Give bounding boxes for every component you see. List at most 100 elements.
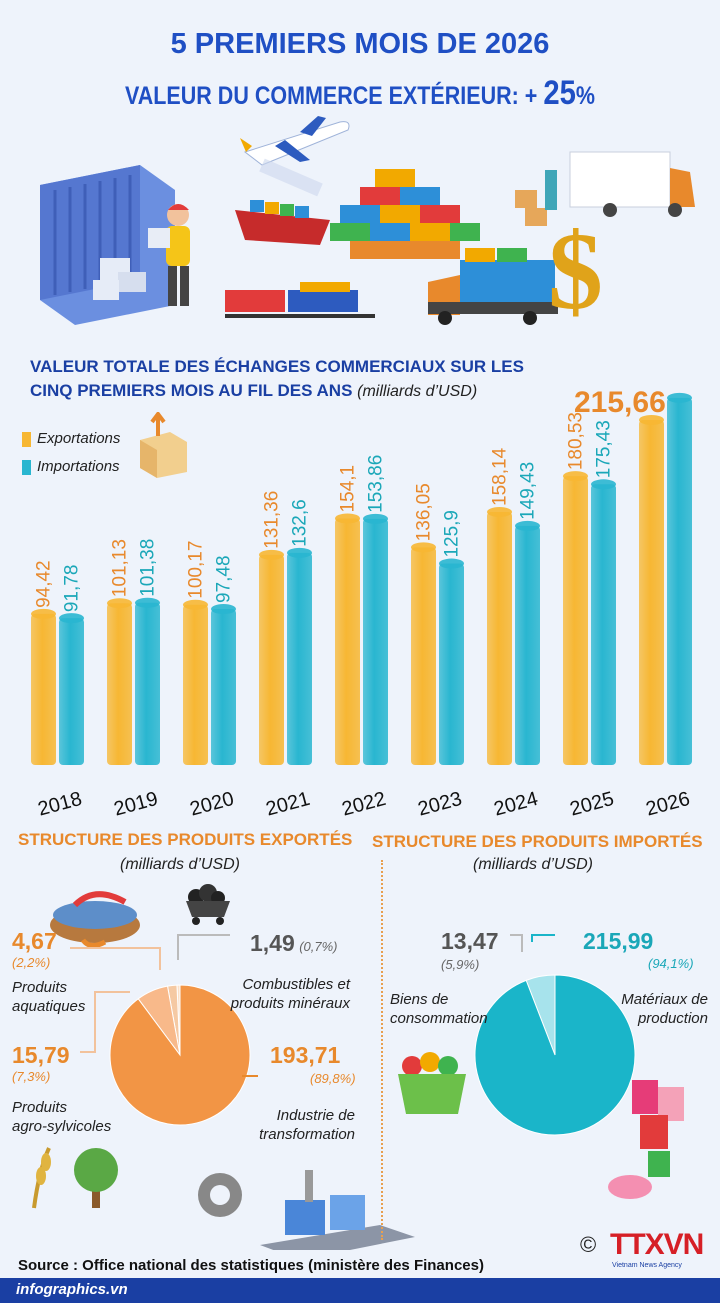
material-value: 215,99 [583, 928, 654, 954]
subtitle-suffix: % [575, 82, 595, 110]
fuel-label-line1: Combustibles et [242, 976, 350, 993]
x-tick-2019: 2019 [112, 788, 161, 821]
x-tick-2022: 2022 [340, 788, 389, 821]
material-label-line1: Matériaux de [621, 991, 708, 1008]
bar-cap-imports-2026 [667, 392, 692, 403]
bar-cap-imports-2019 [135, 597, 160, 608]
bar-exports-2025 [563, 476, 588, 765]
agro-pct: (7,3%) [12, 1069, 51, 1084]
factory-icon [198, 1170, 415, 1250]
delivery-truck-icon [515, 151, 695, 226]
sewing-supplies-icon [608, 1080, 684, 1199]
bar-cap-exports-2023 [411, 542, 436, 553]
bar-exports-2019 [107, 603, 132, 765]
x-tick-2023: 2023 [416, 788, 465, 821]
trade-illustration: $ [40, 116, 695, 332]
consumer-pct: (5,9%) [441, 957, 480, 972]
legend-swatch-exports [22, 431, 31, 447]
bar-exports-2022 [335, 518, 360, 765]
bar-chart-unit: (milliards d’USD) [357, 383, 478, 400]
bar-exports-2023 [411, 547, 436, 765]
aquatic-pct: (2,2%) [12, 955, 51, 970]
data-label-imports-2023: 125,9 [442, 510, 463, 558]
bar-cap-exports-2021 [259, 549, 284, 560]
bar-cap-imports-2024 [515, 520, 540, 531]
agro-label-line2: agro-sylvicoles [12, 1118, 112, 1135]
data-label-exports-2024: 158,14 [490, 447, 511, 506]
bar-cap-exports-2025 [563, 471, 588, 482]
data-label-imports-2024: 149,43 [518, 462, 539, 520]
ttxvn-logo: TTXVN [610, 1228, 704, 1261]
data-label-exports-2021: 131,36 [262, 491, 283, 549]
x-tick-2026: 2026 [644, 788, 693, 821]
ship-icon [235, 200, 330, 245]
bar-imports-2021 [287, 552, 312, 765]
consumer-value: 13,47 [441, 928, 499, 954]
agro-label: Produits agro-sylvicoles [12, 1098, 111, 1136]
bar-chart: 94,42 91,78 2018 101,13 101,38 2019 100,17 97,4… [31, 340, 693, 821]
import-pie-unit: (milliards d’USD) [473, 856, 594, 873]
consumer-label-line1: Biens de [390, 991, 449, 1008]
box-icon [140, 412, 187, 478]
export-pie-slice-0 [109, 984, 251, 1126]
bar-cap-imports-2021 [287, 547, 312, 558]
site-link[interactable]: infographics.vn [16, 1281, 128, 1298]
data-label-imports-2019: 101,38 [138, 539, 159, 597]
truck-icon [428, 248, 558, 325]
data-label-exports-2022: 154,1 [338, 465, 359, 513]
worker-icon [148, 204, 190, 306]
x-tick-2020: 2020 [188, 788, 237, 821]
import-pie [474, 934, 636, 1136]
legend-swatch-imports [22, 459, 31, 475]
container-icon [40, 165, 175, 325]
bar-cap-exports-2020 [183, 599, 208, 610]
data-label-exports-2025: 180,53 [566, 412, 587, 470]
industry-label: Industrie de transformation [230, 1106, 355, 1144]
bar-exports-2026 [639, 419, 664, 765]
bar-cap-imports-2022 [363, 513, 388, 524]
x-tick-2024: 2024 [492, 788, 541, 821]
data-label-exports-2023: 136,05 [414, 483, 435, 541]
section-divider [381, 860, 383, 1240]
bar-chart-title: VALEUR TOTALE DES ÉCHANGES COMMERCIAUX S… [30, 355, 550, 404]
seafood-icon [50, 891, 140, 948]
bar-cap-exports-2024 [487, 506, 512, 517]
legend-label-exports: Exportations [37, 430, 121, 447]
export-pie-title: STRUCTURE DES PRODUITS EXPORTÉS [18, 830, 353, 849]
bar-exports-2020 [183, 604, 208, 765]
source-note: Source : Office national des statistique… [18, 1257, 484, 1274]
data-label-exports-2026: 215,66 [574, 386, 666, 419]
bar-imports-2024 [515, 525, 540, 765]
data-label-imports-2025: 175,43 [594, 420, 615, 478]
dollar-icon: $ [548, 210, 603, 332]
material-label: Matériaux de production [590, 990, 708, 1028]
x-tick-2025: 2025 [568, 788, 617, 821]
fuel-label: Combustibles et produits minéraux [230, 975, 350, 1013]
data-label-exports-2018: 94,42 [34, 560, 55, 608]
data-label-exports-2020: 100,17 [186, 541, 207, 599]
industry-pct: (89,8%) [310, 1071, 356, 1086]
train-icon [225, 282, 375, 318]
page-title: 5 PREMIERS MOIS DE 2026 [170, 28, 550, 60]
aquatic-label-line2: aquatiques [12, 998, 86, 1015]
bar-imports-2026 [667, 397, 692, 765]
bar-imports-2018 [59, 618, 84, 765]
legend-label-imports: Importations [37, 458, 120, 475]
bar-exports-2018 [31, 613, 56, 765]
import-pie-slice-0 [474, 974, 636, 1136]
bar-cap-imports-2020 [211, 604, 236, 615]
bar-exports-2024 [487, 511, 512, 765]
bar-cap-imports-2018 [59, 613, 84, 624]
fuel-label-line2: produits minéraux [230, 995, 350, 1012]
data-label-imports-2021: 132,6 [290, 499, 311, 547]
industry-value: 193,71 [270, 1042, 341, 1068]
bar-chart-title-text: VALEUR TOTALE DES ÉCHANGES COMMERCIAUX S… [30, 357, 524, 400]
site-bar: infographics.vn [0, 1278, 720, 1303]
bar-cap-exports-2019 [107, 598, 132, 609]
data-label-exports-2019: 101,13 [110, 539, 131, 597]
bar-exports-2021 [259, 554, 284, 765]
legend-imports: Importations [22, 458, 120, 475]
data-label-imports-2018: 91,78 [62, 565, 83, 613]
aquatic-value: 4,67 [12, 928, 57, 954]
fuel-value: 1,49 [250, 930, 295, 956]
